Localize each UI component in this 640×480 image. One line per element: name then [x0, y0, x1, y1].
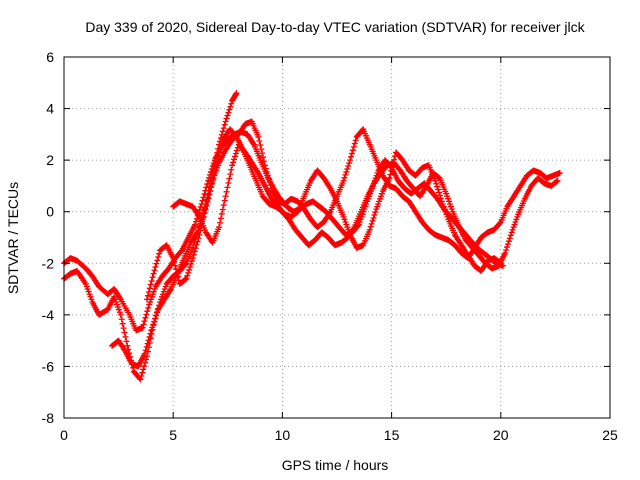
y-tick-label: 6 — [46, 49, 54, 65]
series-track-d — [143, 90, 240, 303]
x-tick-label: 25 — [602, 427, 618, 443]
data-point-markers — [109, 126, 561, 370]
series-track-e — [170, 141, 504, 275]
plot-frame — [63, 56, 611, 419]
data-point-markers — [61, 128, 506, 334]
x-tick-label: 5 — [169, 427, 177, 443]
y-tick-label: -6 — [42, 358, 55, 374]
data-point-markers — [170, 141, 504, 275]
y-tick-label: -2 — [42, 255, 55, 271]
x-tick-label: 10 — [275, 427, 291, 443]
y-tick-label: 2 — [46, 152, 54, 168]
y-tick-label: 0 — [46, 204, 54, 220]
chart-title: Day 339 of 2020, Sidereal Day-to-day VTE… — [85, 19, 585, 35]
y-tick-label: -4 — [42, 307, 55, 323]
y-axis-label: SDTVAR / TECUs — [5, 182, 21, 294]
y-tick-label: 4 — [46, 101, 54, 117]
grid — [64, 57, 610, 418]
x-tick-label: 20 — [493, 427, 509, 443]
y-tick-label: -8 — [42, 410, 55, 426]
series-track-c — [109, 126, 561, 370]
data-point-markers — [61, 118, 563, 383]
x-tick-label: 0 — [60, 427, 68, 443]
data-point-markers — [143, 90, 240, 303]
axis-ticks: 0 5 10 15 20 25 -8 -6 -4 -2 0 2 4 6 — [42, 49, 618, 443]
x-tick-label: 15 — [384, 427, 400, 443]
data-points — [61, 90, 563, 383]
series-track-b — [61, 118, 563, 383]
x-axis-label: GPS time / hours — [282, 457, 389, 473]
series-track-a — [61, 128, 506, 334]
